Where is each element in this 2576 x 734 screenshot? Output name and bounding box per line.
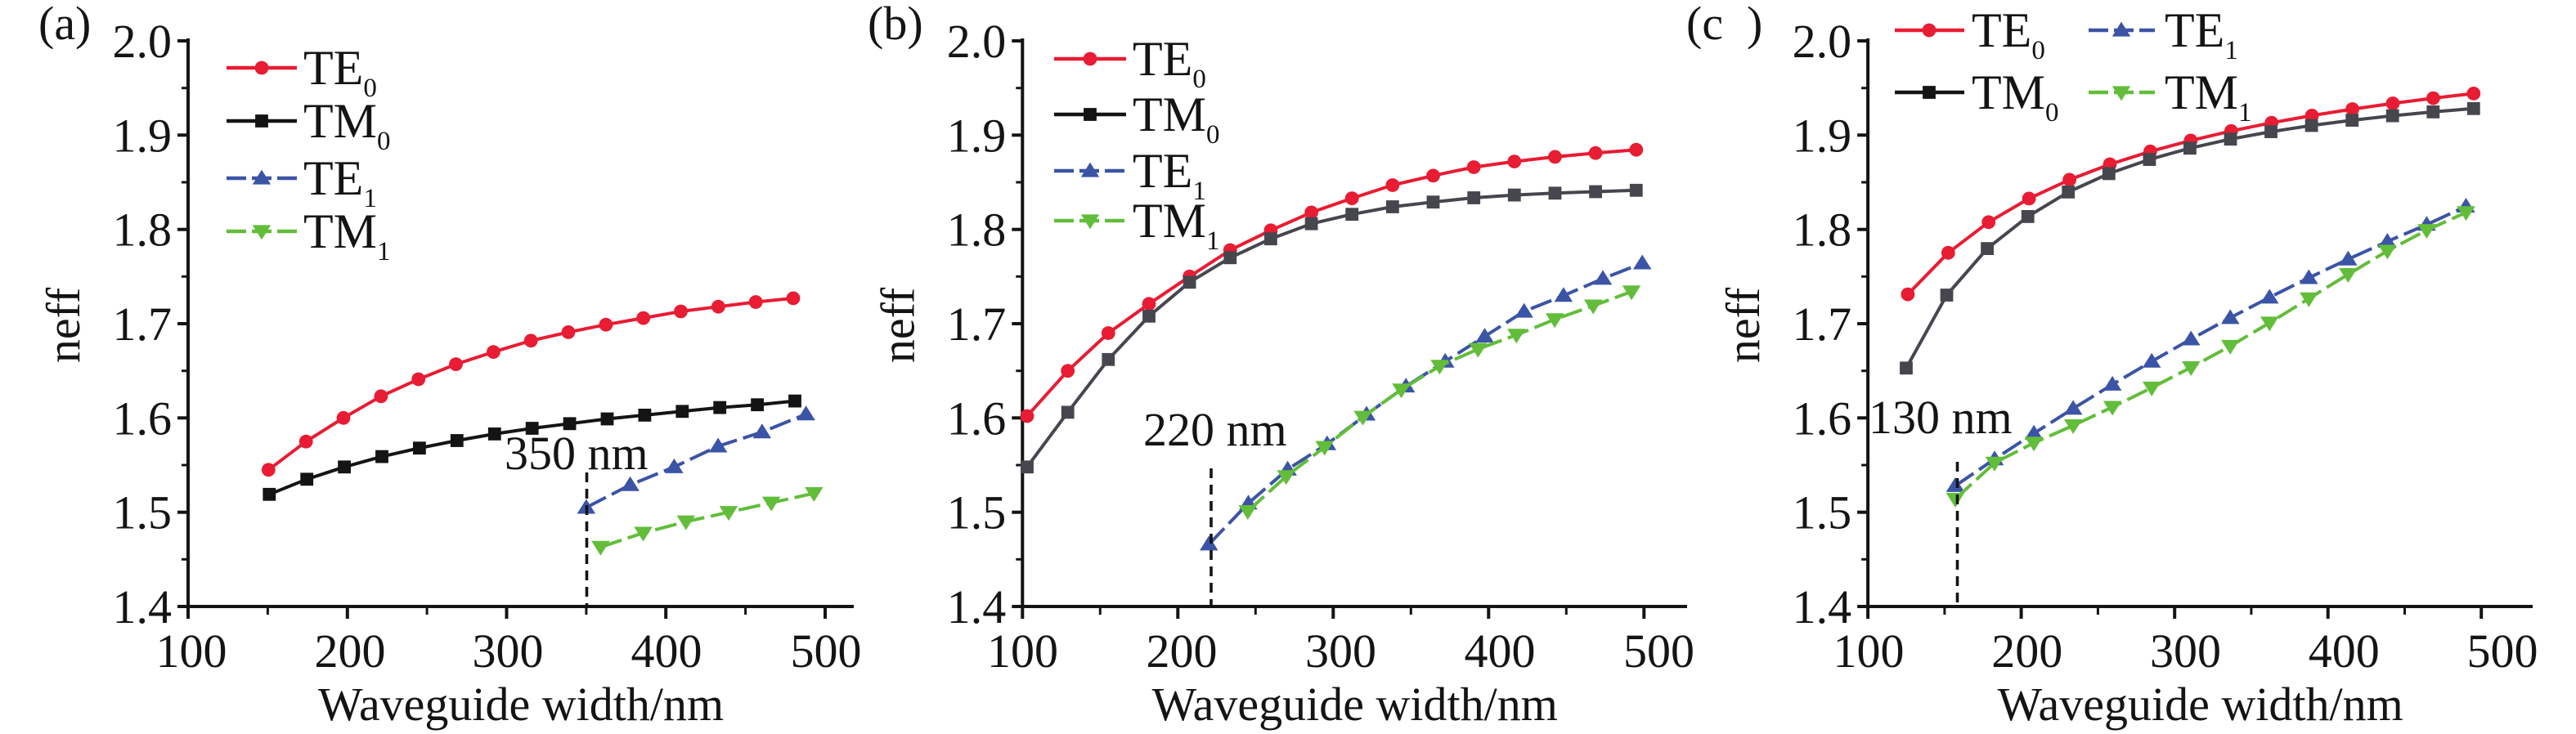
svg-text:2.0: 2.0 <box>947 15 1007 68</box>
svg-text:500: 500 <box>1623 624 1694 678</box>
svg-text:1.6: 1.6 <box>1793 392 1852 445</box>
svg-text:neff: neff <box>1717 287 1770 363</box>
svg-text:200: 200 <box>1147 624 1218 678</box>
svg-text:1.5: 1.5 <box>113 486 173 539</box>
svg-text:1.8: 1.8 <box>113 204 173 257</box>
svg-text:(b): (b) <box>868 0 923 50</box>
svg-text:100: 100 <box>987 624 1058 678</box>
svg-text:TM0: TM0 <box>1972 65 2059 128</box>
svg-text:TM0: TM0 <box>303 94 391 156</box>
svg-text:500: 500 <box>791 624 862 678</box>
svg-text:100: 100 <box>156 624 227 678</box>
svg-text:400: 400 <box>631 624 702 678</box>
svg-text:1.8: 1.8 <box>1793 204 1852 257</box>
svg-text:400: 400 <box>2309 624 2380 678</box>
svg-text:neff: neff <box>37 287 90 363</box>
svg-text:200: 200 <box>315 624 386 678</box>
svg-text:400: 400 <box>1465 624 1536 678</box>
svg-text:500: 500 <box>2467 624 2538 678</box>
svg-text:Waveguide width/nm: Waveguide width/nm <box>318 678 724 731</box>
svg-text:1.6: 1.6 <box>947 392 1007 445</box>
svg-text:Waveguide width/nm: Waveguide width/nm <box>1152 678 1558 731</box>
svg-text:1.9: 1.9 <box>947 109 1007 162</box>
svg-text:1.9: 1.9 <box>1793 109 1852 162</box>
svg-text:2.0: 2.0 <box>1793 15 1852 68</box>
svg-text:1.5: 1.5 <box>947 486 1007 539</box>
svg-text:1.4: 1.4 <box>113 580 173 633</box>
svg-text:1.7: 1.7 <box>1793 298 1852 351</box>
svg-text:300: 300 <box>2150 624 2221 678</box>
svg-text:TM1: TM1 <box>1133 194 1220 256</box>
svg-text:1.9: 1.9 <box>113 109 173 162</box>
svg-text:Waveguide width/nm: Waveguide width/nm <box>1997 678 2403 731</box>
svg-text:1.5: 1.5 <box>1793 486 1852 539</box>
svg-text:1.6: 1.6 <box>113 392 173 445</box>
svg-text:1.7: 1.7 <box>113 298 173 351</box>
svg-text:300: 300 <box>1305 624 1376 678</box>
svg-text:TM1: TM1 <box>303 204 391 266</box>
svg-text:2.0: 2.0 <box>113 15 173 68</box>
svg-text:130 nm: 130 nm <box>1869 391 2013 444</box>
svg-text:1.4: 1.4 <box>1793 580 1852 633</box>
svg-text:(c ): (c ) <box>1686 0 1762 50</box>
svg-text:TM1: TM1 <box>2165 65 2252 128</box>
svg-text:neff: neff <box>871 287 924 363</box>
svg-text:1.8: 1.8 <box>947 204 1007 257</box>
svg-text:300: 300 <box>473 624 544 678</box>
svg-text:TM0: TM0 <box>1133 87 1220 150</box>
svg-text:1.4: 1.4 <box>947 580 1007 633</box>
svg-text:220 nm: 220 nm <box>1143 403 1287 456</box>
svg-text:200: 200 <box>1991 624 2062 678</box>
svg-text:350 nm: 350 nm <box>505 427 648 480</box>
svg-text:1.7: 1.7 <box>947 298 1007 351</box>
svg-text:100: 100 <box>1833 624 1905 678</box>
svg-text:(a): (a) <box>38 0 91 50</box>
